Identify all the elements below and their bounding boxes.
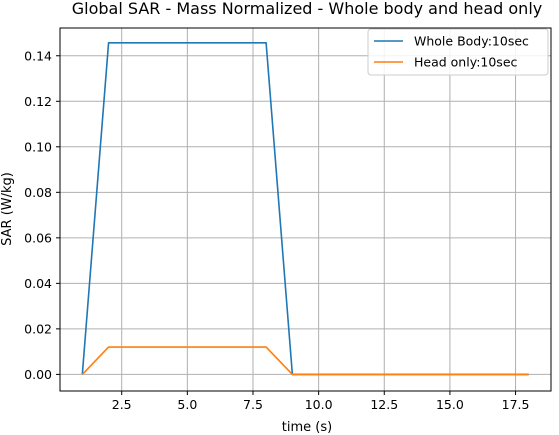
- x-axis-label: time (s): [282, 420, 332, 435]
- x-tick-label: 15.0: [436, 397, 464, 412]
- series-line-2: [82, 347, 528, 374]
- legend-label-2: Head only:10sec: [414, 55, 518, 70]
- series-line-1: [82, 43, 528, 375]
- x-tick-label: 5.0: [177, 397, 197, 412]
- y-tick-label: 0.06: [24, 230, 52, 245]
- x-tick-label: 17.5: [502, 397, 530, 412]
- y-tick-label: 0.08: [24, 185, 52, 200]
- plot-frame: [60, 28, 551, 391]
- y-tick-label: 0.02: [24, 321, 52, 336]
- legend: Whole Body:10sec Head only:10sec: [368, 29, 548, 75]
- series-layer: [82, 43, 528, 375]
- x-tick-label: 2.5: [112, 397, 132, 412]
- y-tick-label: 0.12: [24, 94, 52, 109]
- y-tick-label: 0.14: [24, 48, 52, 63]
- chart-title: Global SAR - Mass Normalized - Whole bod…: [72, 0, 542, 18]
- y-tick-label: 0.10: [24, 139, 52, 154]
- x-tick-label: 12.5: [370, 397, 398, 412]
- y-tick-label: 0.04: [24, 276, 52, 291]
- y-axis-label: SAR (W/kg): [0, 172, 15, 246]
- x-tick-label: 7.5: [243, 397, 263, 412]
- legend-label-1: Whole Body:10sec: [414, 34, 529, 49]
- grid: [60, 28, 551, 391]
- x-tick-label: 10.0: [305, 397, 333, 412]
- y-tick-label: 0.00: [24, 367, 52, 382]
